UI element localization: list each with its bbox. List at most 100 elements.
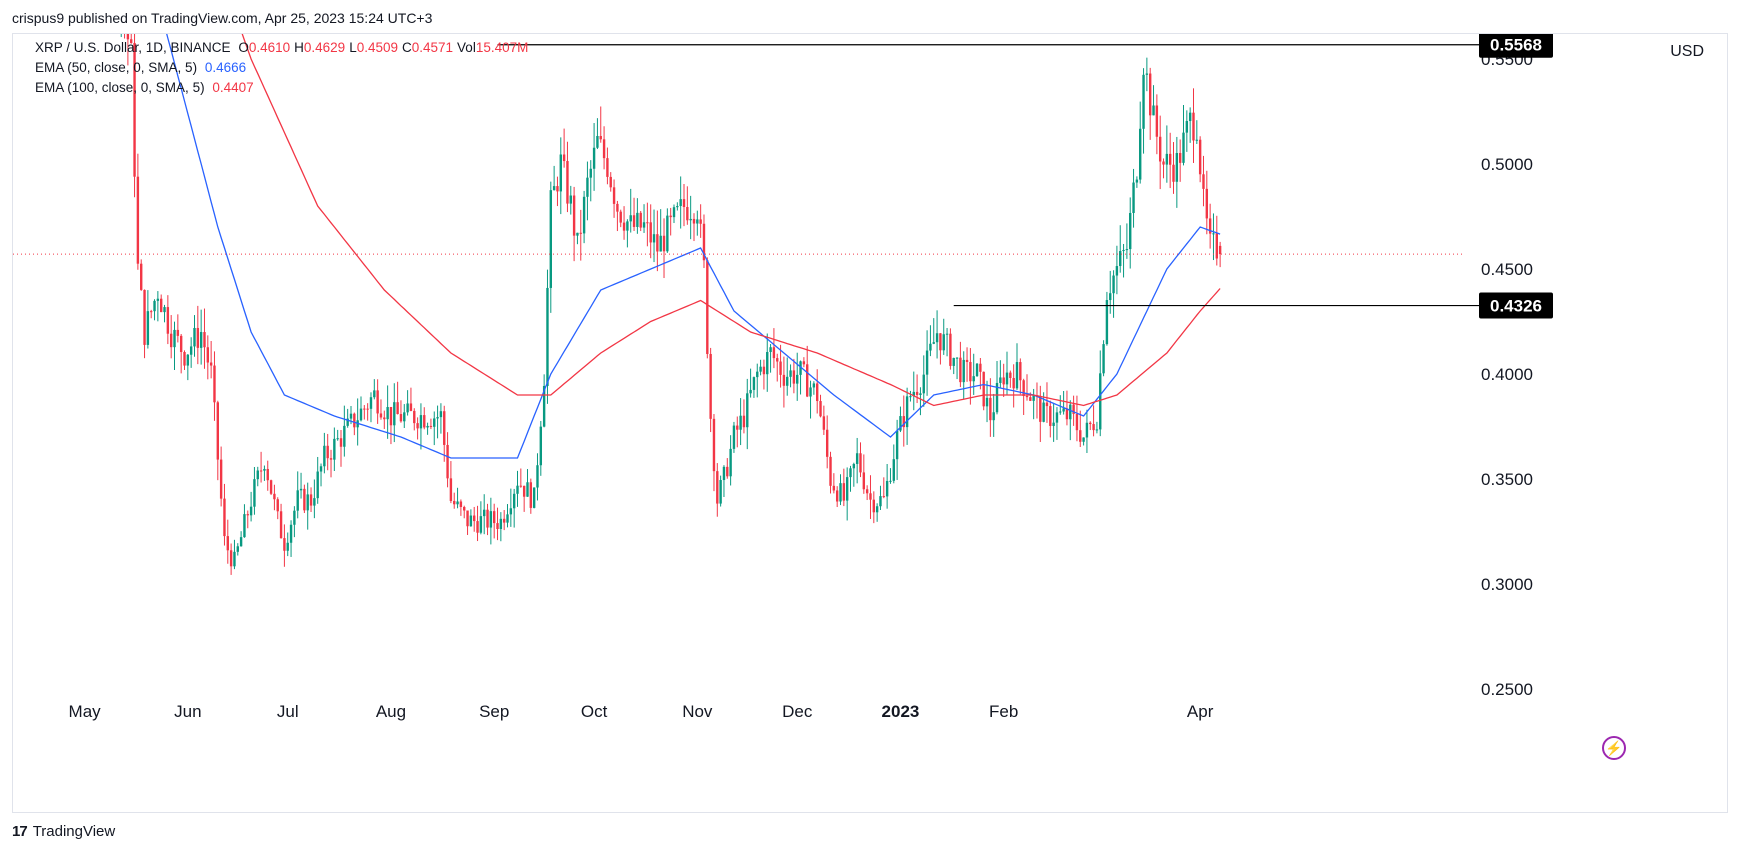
candle-body xyxy=(879,496,882,507)
candle-body xyxy=(469,515,473,527)
candle-body xyxy=(849,468,852,478)
candle-body xyxy=(919,393,922,395)
candle-body xyxy=(832,485,836,491)
candle-body xyxy=(572,195,576,236)
candle-body xyxy=(969,361,972,382)
candle-body xyxy=(799,361,802,375)
candle-body xyxy=(140,263,143,290)
y-tick-label: 0.3000 xyxy=(1481,575,1533,594)
candle-body xyxy=(1142,74,1145,129)
candle-body xyxy=(306,494,309,511)
candle-body xyxy=(249,506,253,516)
candle-body xyxy=(1145,73,1149,75)
candle-body xyxy=(562,154,566,162)
candle-body xyxy=(446,444,449,479)
ema50-legend[interactable]: EMA (50, close, 0, SMA, 5) 0.4666 xyxy=(35,60,250,75)
candle-body xyxy=(932,342,935,344)
candle-body xyxy=(652,234,656,243)
candle-body xyxy=(762,366,766,375)
y-tick-label: 0.4500 xyxy=(1481,260,1533,279)
tradingview-logo[interactable]: 17 TradingView xyxy=(12,823,115,840)
candle-body xyxy=(552,186,556,191)
candle-body xyxy=(239,537,243,547)
candle-body xyxy=(1002,377,1005,385)
candle-body xyxy=(632,215,636,227)
candle-body xyxy=(759,366,762,372)
x-tick-label: 2023 xyxy=(882,702,920,721)
candle-body xyxy=(1015,362,1019,389)
candle-body xyxy=(186,354,190,366)
candle-body xyxy=(1055,412,1059,423)
candle-body xyxy=(792,370,796,384)
candle-body xyxy=(579,232,582,234)
candle-body xyxy=(602,139,606,159)
candle-body xyxy=(739,415,742,430)
candle-body xyxy=(529,482,533,508)
candle-body xyxy=(1075,413,1079,431)
candle-body xyxy=(423,415,426,428)
candle-body xyxy=(1099,373,1102,430)
candle-body xyxy=(386,407,389,420)
candle-body xyxy=(476,521,479,533)
candle-body xyxy=(596,136,599,148)
candle-body xyxy=(816,383,819,402)
candle-body xyxy=(939,333,942,351)
candle-body xyxy=(609,176,612,188)
candle-body xyxy=(1112,275,1115,294)
candle-body xyxy=(1025,395,1029,398)
candle-body xyxy=(1152,105,1155,116)
candle-body xyxy=(1185,121,1189,133)
candle-body xyxy=(905,396,909,428)
candle-body xyxy=(223,498,226,537)
candle-body xyxy=(159,298,163,313)
lightning-icon[interactable]: ⚡ xyxy=(1602,736,1626,760)
candle-body xyxy=(589,168,592,178)
candle-body xyxy=(1072,404,1075,414)
candle-body xyxy=(902,416,905,428)
candle-body xyxy=(1085,422,1089,438)
candle-body xyxy=(516,485,519,494)
candle-body xyxy=(679,199,682,207)
candle-body xyxy=(473,515,476,522)
symbol-legend[interactable]: XRP / U.S. Dollar, 1D, BINANCE O0.4610 H0… xyxy=(35,40,536,55)
candle-body xyxy=(383,417,386,420)
candle-body xyxy=(1188,112,1192,122)
ohlc-key-h: H xyxy=(294,40,304,55)
candle-body xyxy=(433,418,436,427)
ohlc-value-h: 0.4629 xyxy=(303,40,346,55)
ema100-legend[interactable]: EMA (100, close, 0, SMA, 5) 0.4407 xyxy=(35,80,258,95)
candle-body xyxy=(669,215,672,218)
candle-body xyxy=(1215,233,1218,259)
candle-body xyxy=(329,458,333,460)
candle-body xyxy=(1052,422,1055,426)
candle-body xyxy=(646,222,649,224)
candle-body xyxy=(722,466,726,481)
candle-body xyxy=(366,408,369,410)
candle-body xyxy=(1019,362,1022,381)
x-tick-label: Jul xyxy=(277,702,299,721)
ohlc-key-c: C xyxy=(402,40,412,55)
candle-body xyxy=(243,514,246,538)
candle-body xyxy=(456,501,459,505)
candle-body xyxy=(453,500,456,505)
candle-body xyxy=(373,390,376,398)
candle-body xyxy=(989,397,992,421)
candle-body xyxy=(736,425,739,430)
ema50-line xyxy=(166,34,1221,459)
chart-frame[interactable]: 0.2500 0.3000 0.3500 0.4000 0.4500 0.5000 0.55… xyxy=(12,33,1728,813)
ohlc-value-l: 0.4509 xyxy=(356,40,398,55)
candle-body xyxy=(449,478,453,501)
candle-body xyxy=(859,453,862,473)
x-tick-label: May xyxy=(69,702,102,721)
candle-body xyxy=(153,300,156,312)
ohlc-value-vol: 15.407M xyxy=(475,40,529,55)
candle-body xyxy=(286,542,289,551)
candle-body xyxy=(489,511,493,528)
candle-body xyxy=(819,401,822,417)
ohlc-key-vol: Vol xyxy=(457,40,476,55)
candle-body xyxy=(269,480,273,494)
ohlc-value-c: 0.4571 xyxy=(411,40,454,55)
price-chart[interactable]: 0.2500 0.3000 0.3500 0.4000 0.4500 0.5000 0.55… xyxy=(13,34,1729,814)
candle-body xyxy=(789,370,792,377)
candle-body xyxy=(333,438,336,460)
